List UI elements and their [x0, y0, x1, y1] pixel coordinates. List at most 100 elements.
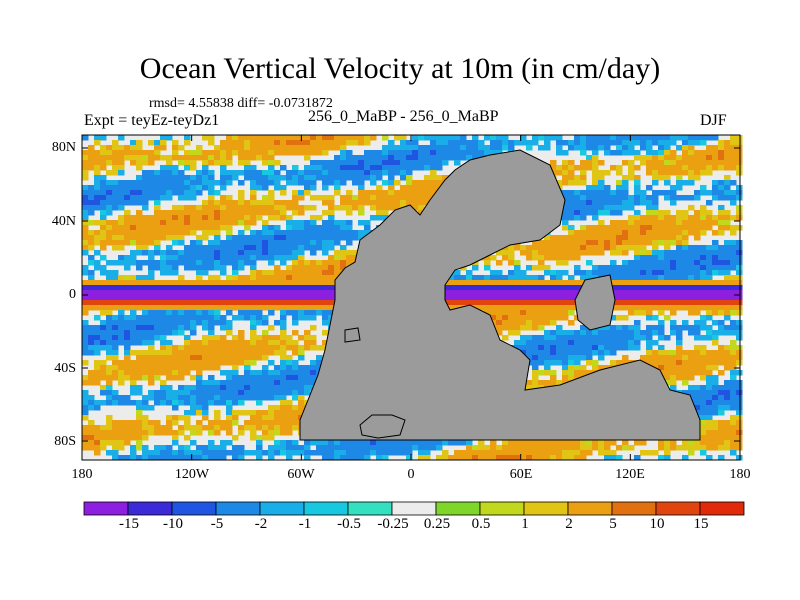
field-cell	[334, 240, 341, 246]
field-cell	[616, 360, 623, 366]
field-cell	[184, 205, 191, 211]
field-cell	[724, 155, 731, 161]
field-cell	[730, 330, 737, 336]
field-cell	[676, 170, 683, 176]
field-cell	[136, 165, 143, 171]
field-cell	[148, 255, 155, 261]
field-cell	[304, 245, 311, 251]
field-cell	[166, 180, 173, 186]
field-cell	[598, 365, 605, 371]
field-cell	[532, 345, 539, 351]
field-cell	[208, 200, 215, 206]
field-cell	[310, 245, 317, 251]
field-cell	[100, 180, 107, 186]
field-cell	[706, 280, 713, 286]
field-cell	[190, 195, 197, 201]
field-cell	[262, 335, 269, 341]
field-cell	[532, 320, 539, 326]
field-cell	[244, 175, 251, 181]
field-cell	[88, 230, 95, 236]
field-cell	[142, 340, 149, 346]
field-cell	[562, 260, 569, 266]
field-cell	[712, 190, 719, 196]
field-cell	[640, 310, 647, 316]
field-cell	[232, 220, 239, 226]
field-cell	[406, 180, 413, 186]
field-cell	[646, 295, 653, 301]
field-cell	[370, 135, 377, 141]
field-cell	[688, 275, 695, 281]
field-cell	[202, 290, 209, 296]
field-cell	[604, 345, 611, 351]
field-cell	[250, 230, 257, 236]
field-cell	[250, 280, 257, 286]
field-cell	[160, 380, 167, 386]
field-cell	[484, 255, 491, 261]
field-cell	[142, 170, 149, 176]
field-cell	[718, 310, 725, 316]
field-cell	[610, 195, 617, 201]
field-cell	[130, 190, 137, 196]
field-cell	[520, 300, 527, 306]
field-cell	[124, 215, 131, 221]
field-cell	[574, 180, 581, 186]
field-cell	[208, 345, 215, 351]
field-cell	[160, 225, 167, 231]
field-cell	[556, 245, 563, 251]
field-cell	[256, 340, 263, 346]
field-cell	[664, 170, 671, 176]
field-cell	[568, 230, 575, 236]
field-cell	[604, 210, 611, 216]
field-cell	[556, 240, 563, 246]
field-cell	[520, 305, 527, 311]
field-cell	[142, 225, 149, 231]
field-cell	[202, 380, 209, 386]
field-cell	[190, 385, 197, 391]
field-cell	[670, 295, 677, 301]
field-cell	[100, 340, 107, 346]
field-cell	[394, 150, 401, 156]
field-cell	[592, 250, 599, 256]
field-cell	[364, 135, 371, 141]
field-cell	[658, 165, 665, 171]
field-cell	[484, 260, 491, 266]
field-cell	[184, 255, 191, 261]
field-cell	[520, 325, 527, 331]
field-cell	[628, 245, 635, 251]
field-cell	[190, 330, 197, 336]
field-cell	[202, 165, 209, 171]
field-cell	[370, 190, 377, 196]
field-cell	[142, 295, 149, 301]
field-cell	[556, 255, 563, 261]
field-cell	[694, 210, 701, 216]
field-cell	[88, 145, 95, 151]
field-cell	[202, 390, 209, 396]
field-cell	[88, 260, 95, 266]
field-cell	[640, 305, 647, 311]
field-cell	[112, 235, 119, 241]
field-cell	[628, 170, 635, 176]
field-cell	[700, 270, 707, 276]
field-cell	[298, 335, 305, 341]
field-cell	[238, 195, 245, 201]
field-cell	[106, 415, 113, 421]
field-cell	[322, 240, 329, 246]
field-cell	[394, 155, 401, 161]
field-cell	[286, 345, 293, 351]
field-cell	[130, 230, 137, 236]
field-cell	[322, 250, 329, 256]
field-cell	[454, 155, 461, 161]
field-cell	[172, 255, 179, 261]
field-cell	[406, 160, 413, 166]
field-cell	[706, 365, 713, 371]
field-cell	[142, 200, 149, 206]
field-cell	[172, 370, 179, 376]
field-cell	[292, 200, 299, 206]
field-cell	[646, 185, 653, 191]
field-cell	[520, 250, 527, 256]
field-cell	[112, 345, 119, 351]
field-cell	[100, 185, 107, 191]
field-cell	[184, 325, 191, 331]
field-cell	[634, 230, 641, 236]
field-cell	[106, 185, 113, 191]
